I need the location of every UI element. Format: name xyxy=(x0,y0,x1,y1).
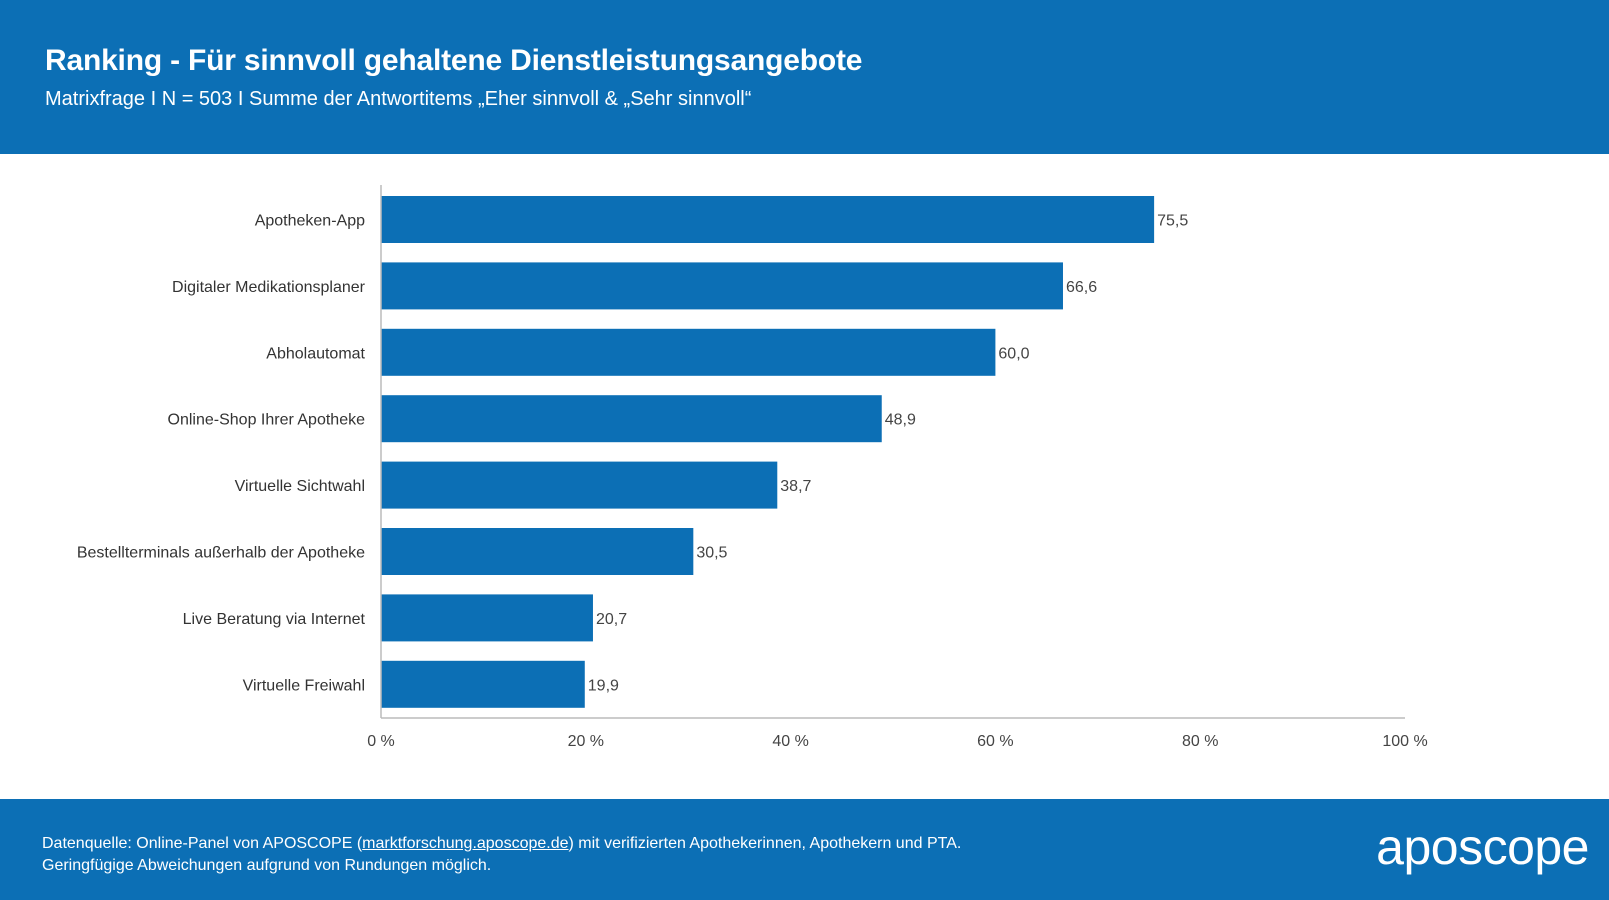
category-label: Abholautomat xyxy=(266,345,365,362)
category-label: Live Beratung via Internet xyxy=(183,611,366,628)
rounding-note: Geringfügige Abweichungen aufgrund von R… xyxy=(42,857,492,874)
x-tick-label: 100 % xyxy=(1382,733,1427,750)
category-label: Virtuelle Sichtwahl xyxy=(235,478,365,495)
x-tick-label: 20 % xyxy=(568,733,604,750)
category-label: Apotheken-App xyxy=(255,213,365,230)
header-banner: Ranking - Für sinnvoll gehaltene Dienstl… xyxy=(0,0,1609,154)
bar xyxy=(381,528,694,575)
value-label: 75,5 xyxy=(1157,213,1188,230)
value-label: 19,9 xyxy=(588,677,619,694)
x-tick-label: 60 % xyxy=(977,733,1013,750)
category-label: Virtuelle Freiwahl xyxy=(243,677,365,694)
category-label: Bestellterminals außerhalb der Apotheke xyxy=(77,545,365,562)
category-label: Digitaler Medikationsplaner xyxy=(172,279,366,296)
chart-subtitle: Matrixfrage I N = 503 I Summe der Antwor… xyxy=(45,88,752,110)
source-note: Datenquelle: Online-Panel von APOSCOPE (… xyxy=(42,833,961,877)
x-tick-label: 80 % xyxy=(1182,733,1218,750)
bar xyxy=(381,660,585,708)
x-tick-label: 40 % xyxy=(772,733,808,750)
value-label: 66,6 xyxy=(1066,279,1097,296)
x-tick-label: 0 % xyxy=(367,733,395,750)
value-label: 30,5 xyxy=(696,545,727,562)
footer-banner xyxy=(0,799,1609,900)
bar xyxy=(381,461,778,509)
bar xyxy=(381,395,882,443)
source-suffix: ) mit verifizierten Apothekerinnen, Apot… xyxy=(568,835,962,852)
bar xyxy=(381,262,1063,310)
aposcope-logo: aposcope xyxy=(1376,819,1589,875)
chart-title: Ranking - Für sinnvoll gehaltene Dienstl… xyxy=(45,44,863,77)
value-label: 38,7 xyxy=(780,478,811,495)
bar xyxy=(381,594,593,642)
value-label: 20,7 xyxy=(596,611,627,628)
category-label: Online-Shop Ihrer Apotheke xyxy=(168,412,366,429)
value-label: 48,9 xyxy=(885,412,916,429)
source-prefix: Datenquelle: Online-Panel von APOSCOPE ( xyxy=(42,835,363,852)
source-link[interactable]: marktforschung.aposcope.de xyxy=(362,835,569,852)
bar xyxy=(381,328,996,376)
value-label: 60,0 xyxy=(998,345,1029,362)
bar xyxy=(381,196,1155,243)
